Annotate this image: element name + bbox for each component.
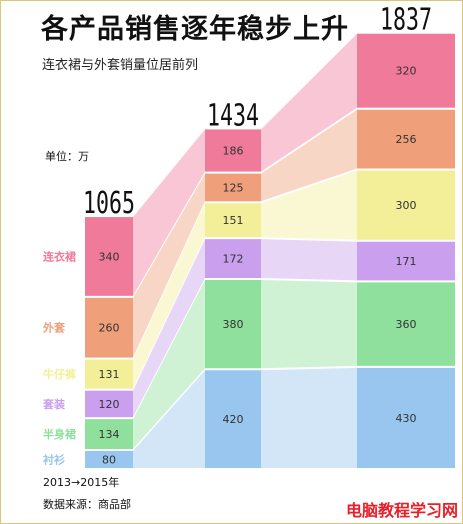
ribbon-衬衫 [261, 367, 357, 468]
years-note: 2013→2015年 [43, 476, 120, 489]
ribbon-牛仔裤 [261, 170, 357, 240]
legend-label: 半身裙 [43, 427, 76, 441]
ribbon-半身裙 [133, 280, 205, 449]
ribbon-连衣裙 [133, 129, 205, 296]
value-label: 360 [396, 318, 417, 331]
value-label: 171 [396, 255, 417, 268]
bar-segment [205, 239, 261, 278]
value-label: 125 [223, 181, 244, 194]
value-label: 430 [396, 412, 417, 425]
bar-segment [357, 109, 455, 169]
source-note: 数据来源：商品部 [43, 498, 131, 511]
total-label: 1065 [83, 187, 135, 221]
bar-segment [85, 451, 133, 468]
connector-ribbons [133, 33, 357, 468]
ribbon-套装 [133, 239, 205, 418]
legend-label: 连衣裙 [43, 249, 76, 263]
legend-label: 牛仔裤 [43, 367, 76, 381]
bar-segment [85, 419, 133, 449]
bar-segment [357, 241, 455, 281]
value-label: 300 [396, 199, 417, 212]
legend-label: 套装 [43, 397, 65, 411]
value-label: 420 [223, 413, 244, 426]
ribbon-套装 [261, 239, 357, 281]
value-label: 380 [223, 318, 244, 331]
bar-segment [205, 203, 261, 238]
bar-segment [85, 359, 133, 389]
labels: 340 260 131 120 134 80 1065 186 125 151 172 380 420 1… [42, 3, 432, 466]
watermark: 电脑教程学习网 [345, 501, 458, 520]
value-label: 172 [223, 253, 244, 266]
bar-segment [85, 217, 133, 296]
ribbon-外套 [261, 109, 357, 202]
bar-segment [205, 129, 261, 172]
value-label: 80 [102, 454, 116, 467]
ribbon-衬衫 [133, 370, 205, 468]
value-label: 134 [99, 428, 120, 441]
chart-subtitle: 连衣裙与外套销量位居前列 [42, 58, 199, 73]
ribbon-连衣裙 [261, 33, 357, 172]
bar-segment [205, 280, 261, 369]
legend-label: 衬衫 [43, 453, 65, 467]
bar-segment [357, 367, 455, 468]
bar-segments [85, 33, 455, 468]
value-label: 151 [223, 214, 244, 227]
ribbon-外套 [133, 173, 205, 358]
page-title: 各产品销售逐年稳步上升 [41, 14, 349, 45]
legend-label: 外套 [42, 321, 66, 335]
value-label: 256 [396, 133, 417, 146]
value-label: 320 [396, 65, 417, 78]
bar-segment [85, 390, 133, 418]
bar-segment [357, 170, 455, 240]
total-label: 1434 [207, 99, 259, 133]
ribbon-牛仔裤 [133, 203, 205, 389]
value-label: 260 [99, 322, 120, 335]
bar-segment [357, 282, 455, 366]
bar-segment [205, 370, 261, 468]
bar-segment [205, 173, 261, 202]
total-label: 1837 [380, 3, 432, 37]
value-label: 131 [99, 368, 120, 381]
bar-segment [357, 33, 455, 108]
value-label: 120 [99, 398, 120, 411]
bar-segment [85, 297, 133, 358]
unit-label: 单位：万 [45, 150, 89, 163]
value-label: 340 [99, 250, 120, 263]
ribbon-半身裙 [261, 280, 357, 369]
value-label: 186 [223, 145, 244, 158]
